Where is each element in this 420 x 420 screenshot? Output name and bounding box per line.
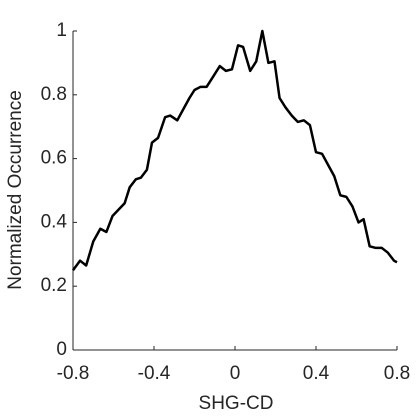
- y-tick-label: 0.6: [41, 148, 67, 169]
- x-tick-label: -0.4: [138, 363, 171, 384]
- x-tick-label: 0: [230, 363, 241, 384]
- y-tick-label: 0.4: [41, 211, 68, 232]
- x-axis-label: SHG-CD: [199, 393, 274, 414]
- y-tick-label: 0: [56, 339, 67, 360]
- y-axis-label: Normalized Occurrence: [5, 90, 26, 290]
- line: [71, 29, 398, 271]
- y-tick-label: 0.8: [41, 84, 67, 105]
- x-tick-label: 0.4: [303, 363, 330, 384]
- y-tick-label: 0.2: [41, 275, 67, 296]
- x-tick-label: 0.8: [384, 363, 410, 384]
- x-tick-label: -0.8: [57, 363, 90, 384]
- y-tick-label: 1: [56, 20, 67, 41]
